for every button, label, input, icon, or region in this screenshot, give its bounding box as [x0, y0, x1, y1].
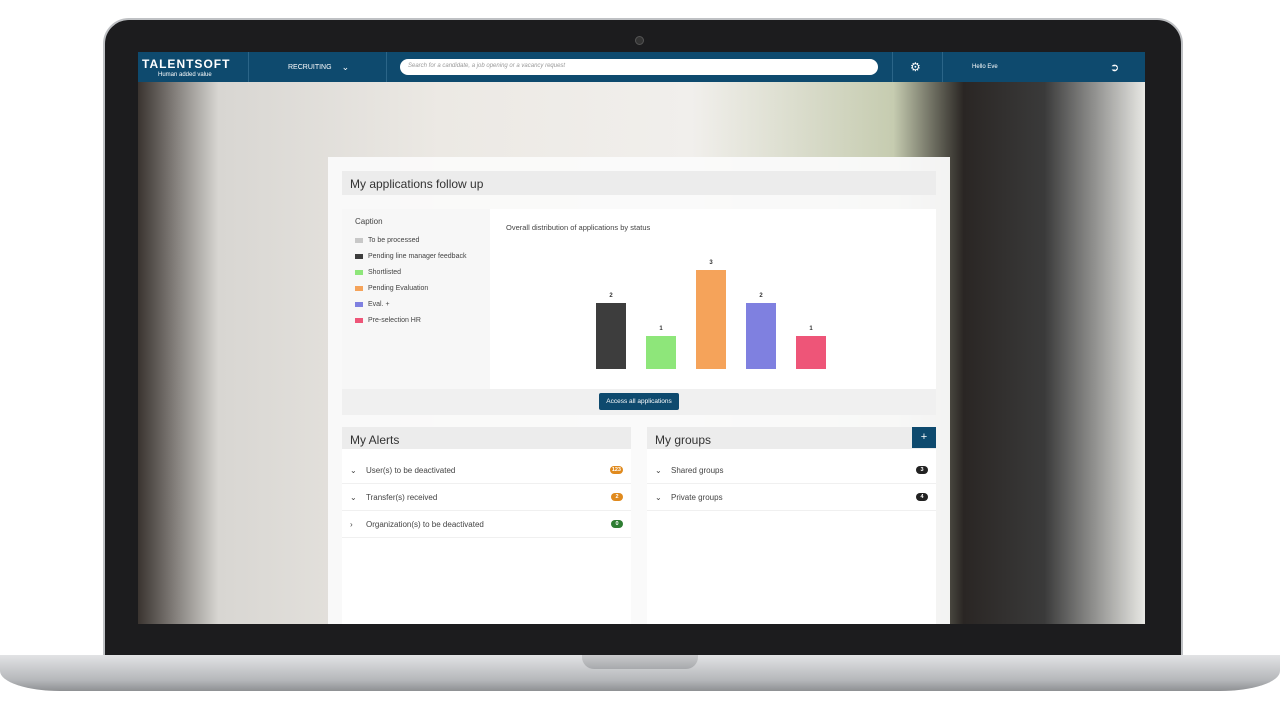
- gear-icon[interactable]: ⚙: [910, 60, 921, 74]
- search-input[interactable]: Search for a candidate, a job opening or…: [400, 59, 878, 75]
- divider: [942, 52, 943, 82]
- bar-value-label: 1: [809, 326, 813, 332]
- legend-swatch: [355, 317, 363, 323]
- bar-5[interactable]: [796, 336, 826, 369]
- screen: TALENTSOFT Human added value RECRUITING ⌄ …: [138, 52, 1145, 624]
- legend-swatch: [355, 237, 363, 243]
- divider: [892, 52, 893, 82]
- list-item[interactable]: ⌄ Transfer(s) received 2: [342, 484, 631, 511]
- legend-item[interactable]: Pending Evaluation: [342, 280, 490, 296]
- bar-value-label: 1: [659, 326, 663, 332]
- button-row: Access all applications: [342, 389, 936, 415]
- item-label: Transfer(s) received: [366, 492, 438, 502]
- list-item[interactable]: ⌄ Shared groups 3: [647, 457, 936, 484]
- legend-swatch: [355, 253, 363, 259]
- legend-label: Shortlisted: [368, 268, 402, 276]
- logout-icon[interactable]: ➲: [1110, 61, 1120, 74]
- bar-3[interactable]: [696, 270, 726, 369]
- user-greeting[interactable]: Hello Eve: [972, 64, 998, 70]
- panel-title: My Alerts: [342, 427, 631, 449]
- item-label: Shared groups: [671, 465, 724, 475]
- legend-title: Caption: [355, 217, 383, 226]
- legend-label: Pending Evaluation: [368, 284, 429, 292]
- bar-value-label: 3: [709, 260, 713, 266]
- bar-1[interactable]: [596, 303, 626, 369]
- chevron-down-icon: ⌄: [350, 492, 357, 502]
- logo-text: TALENTSOFT: [142, 57, 231, 71]
- logo[interactable]: TALENTSOFT Human added value: [138, 56, 248, 78]
- module-label: RECRUITING: [288, 63, 332, 71]
- divider: [248, 52, 249, 82]
- legend-label: Eval. +: [368, 300, 390, 308]
- chart-title: Overall distribution of applications by …: [506, 223, 651, 232]
- legend-label: Pending line manager feedback: [368, 252, 467, 260]
- legend-swatch: [355, 285, 363, 291]
- groups-panel: My groups + ⌄ Shared groups 3 ⌄ Private grou…: [647, 427, 936, 624]
- count-badge: 2: [611, 493, 623, 501]
- count-badge: 4: [916, 493, 928, 501]
- legend-item[interactable]: Shortlisted: [342, 264, 490, 280]
- add-group-button[interactable]: +: [912, 427, 936, 448]
- bar-value-label: 2: [609, 293, 613, 299]
- panel-title: My applications follow up: [342, 171, 936, 195]
- count-badge: 0: [611, 520, 623, 528]
- tagline: Human added value: [158, 72, 212, 78]
- legend-label: Pre-selection HR: [368, 316, 421, 324]
- count-badge: 3: [916, 466, 928, 474]
- chevron-down-icon: ⌄: [655, 465, 662, 475]
- legend-item[interactable]: Pre-selection HR: [342, 312, 490, 328]
- divider: [386, 52, 387, 82]
- list-item[interactable]: ⌄ User(s) to be deactivated 123: [342, 457, 631, 484]
- bar-4[interactable]: [746, 303, 776, 369]
- dashboard-card: My applications follow up Caption To be …: [328, 157, 950, 624]
- bar-chart: Overall distribution of applications by …: [490, 209, 936, 389]
- top-bar: TALENTSOFT Human added value RECRUITING ⌄ …: [138, 52, 1145, 82]
- chevron-down-icon: ⌄: [341, 61, 350, 72]
- item-label: Private groups: [671, 492, 723, 502]
- list-item[interactable]: › Organization(s) to be deactivated 0: [342, 511, 631, 538]
- camera: [635, 36, 644, 45]
- bar-value-label: 2: [759, 293, 763, 299]
- legend-item[interactable]: Pending line manager feedback: [342, 248, 490, 264]
- applications-panel: My applications follow up Caption To be …: [342, 171, 936, 415]
- legend-item[interactable]: To be processed: [342, 232, 490, 248]
- item-label: User(s) to be deactivated: [366, 465, 456, 475]
- chevron-down-icon: ⌄: [350, 465, 357, 475]
- item-label: Organization(s) to be deactivated: [366, 519, 484, 529]
- legend-swatch: [355, 269, 363, 275]
- chevron-right-icon: ›: [350, 519, 353, 529]
- module-menu[interactable]: RECRUITING ⌄: [288, 62, 349, 73]
- count-badge: 123: [609, 466, 623, 474]
- chevron-down-icon: ⌄: [655, 492, 662, 502]
- legend-label: To be processed: [368, 236, 420, 244]
- panel-title: My groups: [647, 427, 936, 449]
- bar-2[interactable]: [646, 336, 676, 369]
- legend-swatch: [355, 301, 363, 307]
- list-item[interactable]: ⌄ Private groups 4: [647, 484, 936, 511]
- laptop-notch: [582, 655, 698, 669]
- alerts-panel: My Alerts ⌄ User(s) to be deactivated 123 ⌄…: [342, 427, 631, 624]
- access-all-applications-button[interactable]: Access all applications: [599, 393, 679, 410]
- chart-legend: Caption To be processed Pending line mana…: [342, 209, 490, 389]
- legend-item[interactable]: Eval. +: [342, 296, 490, 312]
